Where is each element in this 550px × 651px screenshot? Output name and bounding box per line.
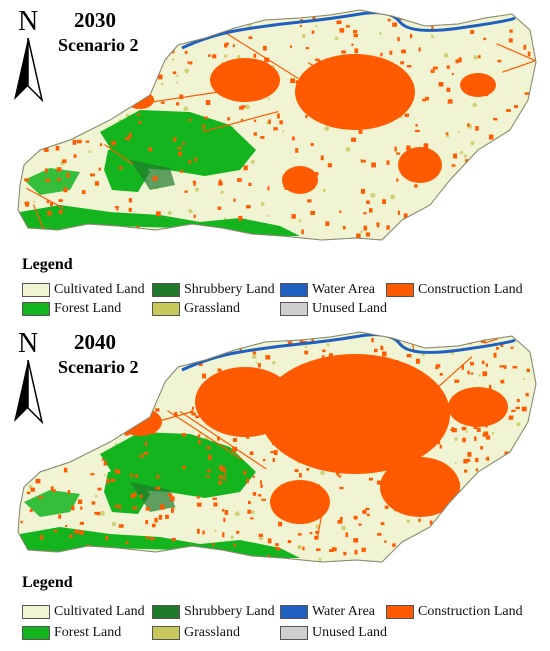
grassland-swatch [152, 302, 180, 316]
water-swatch [280, 283, 308, 297]
construction-swatch [386, 283, 414, 297]
construction-swatch [386, 605, 414, 619]
river-water-area [181, 333, 516, 372]
forest-swatch [22, 302, 50, 316]
legend-item-forest: Forest Land [22, 624, 121, 642]
cultivated-swatch [22, 605, 50, 619]
construction-land-core [260, 354, 450, 474]
unused-swatch [280, 302, 308, 316]
legend-item-cultivated: Cultivated Land [22, 281, 145, 299]
legend-item-water: Water Area [280, 281, 375, 299]
shrubbery-swatch [152, 605, 180, 619]
shrubbery-swatch [152, 283, 180, 297]
legend-item-water: Water Area [280, 603, 375, 621]
land-use-map-2040 [17, 331, 537, 563]
north-arrow-icon: N [10, 330, 46, 430]
legend-item-forest: Forest Land [22, 300, 121, 318]
legend-item-construction: Construction Land [386, 603, 523, 621]
map-panel-2040: N 2040 Scenario 2 Legend Cultivated Land… [0, 322, 550, 642]
river-water-area [181, 11, 516, 50]
legend-item-grassland: Grassland [152, 300, 240, 318]
year-label: 2030 [74, 8, 116, 32]
scenario-label: Scenario 2 [58, 357, 139, 377]
scenario-label: Scenario 2 [58, 35, 139, 55]
legend-item-shrubbery: Shrubbery Land [152, 603, 275, 621]
legend-item-unused: Unused Land [280, 300, 387, 318]
legend-item-construction: Construction Land [386, 281, 523, 299]
legend-item-unused: Unused Land [280, 624, 387, 642]
legend-item-cultivated: Cultivated Land [22, 603, 145, 621]
land-use-map-2030 [17, 9, 537, 241]
north-arrow-icon: N [10, 8, 46, 108]
year-label: 2040 [74, 330, 116, 354]
legend-title: Legend [22, 574, 73, 591]
north-label: N [18, 6, 39, 37]
legend-item-shrubbery: Shrubbery Land [152, 281, 275, 299]
forest-land-southwest [104, 145, 150, 192]
legend-title: Legend [22, 256, 73, 273]
unused-swatch [280, 626, 308, 640]
forest-swatch [22, 626, 50, 640]
north-label: N [18, 328, 39, 359]
forest-land-south [20, 527, 300, 558]
forest-land-southwest [104, 467, 150, 514]
grassland-swatch [152, 626, 180, 640]
water-swatch [280, 605, 308, 619]
map-panel-2030: N 2030 Scenario 2 Legend Cultivated Land… [0, 0, 550, 320]
cultivated-swatch [22, 283, 50, 297]
legend-item-grassland: Grassland [152, 624, 240, 642]
forest-land-south [20, 205, 300, 236]
